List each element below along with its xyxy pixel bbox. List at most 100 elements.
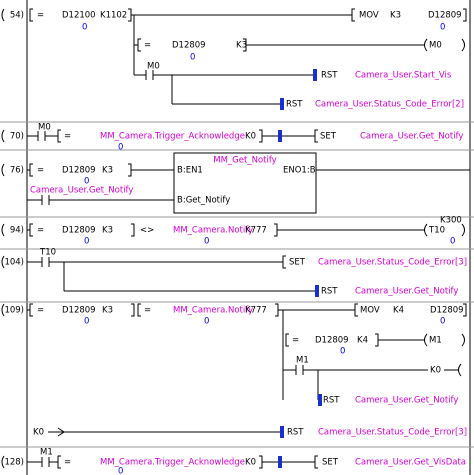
label: =: [37, 306, 44, 316]
label: Camera_User.Status_Code_Error[3]: [318, 258, 467, 268]
coil: [461, 333, 465, 347]
label: Camera_User.Get_VisData: [355, 458, 466, 468]
bracket: [274, 223, 278, 237]
label: Camera_User.Status_Code_Error[2]: [315, 100, 464, 110]
label: D12809: [62, 166, 96, 176]
label: Camera_User.Get_Notify: [30, 186, 133, 196]
label: 0: [118, 143, 123, 153]
label: =: [37, 166, 44, 176]
step-paren: [1, 255, 5, 269]
bracket: [463, 8, 467, 22]
label: 0: [84, 177, 89, 187]
bracket: [29, 223, 33, 237]
label: M1: [40, 448, 53, 458]
arrow: [57, 427, 65, 437]
label: D12100: [62, 11, 96, 21]
instruction-marker: [278, 130, 282, 142]
label: 0: [440, 317, 445, 327]
label: MOV: [359, 11, 379, 21]
label: K3: [390, 11, 401, 21]
instruction-marker: [313, 69, 317, 81]
label: D12809: [430, 306, 464, 316]
label: D12809: [62, 306, 96, 316]
instruction-marker: [280, 98, 284, 110]
label: M0: [38, 123, 51, 133]
label: K4: [393, 306, 404, 316]
coil: [461, 38, 465, 52]
bracket: [314, 455, 318, 469]
label: M1: [429, 336, 442, 346]
label: =: [64, 132, 71, 142]
label: 0: [84, 237, 89, 247]
label: 128): [4, 458, 24, 468]
bracket: [285, 333, 289, 347]
label: 0: [82, 23, 87, 33]
bracket: [29, 303, 33, 317]
bracket: [282, 255, 286, 269]
label: MOV: [360, 306, 380, 316]
label: =: [37, 11, 44, 21]
label: 0: [204, 237, 209, 247]
coil: [424, 38, 428, 52]
bracket: [351, 8, 355, 22]
label: Camera_User.Get_Notify: [355, 396, 458, 406]
label: 54): [10, 11, 24, 21]
label: K0: [245, 132, 256, 142]
coil: [458, 363, 462, 377]
label: K0: [245, 458, 256, 468]
label: MM_Camera.Notify: [173, 226, 253, 236]
label: D12809: [428, 11, 462, 21]
bracket: [29, 163, 33, 177]
instruction-marker: [315, 285, 319, 297]
label: =: [144, 41, 151, 51]
label: 76): [10, 166, 24, 176]
bracket: [259, 455, 263, 469]
label: RST: [286, 100, 303, 110]
bracket: [314, 129, 318, 143]
label: MM_Camera.Trigger_Acknowledge: [100, 458, 245, 468]
label: K3: [102, 166, 113, 176]
label: K3: [102, 306, 113, 316]
instruction-marker: [280, 426, 284, 438]
bracket: [354, 303, 358, 317]
step-paren: [1, 129, 5, 143]
label: D12809: [315, 336, 349, 346]
label: K1102: [100, 11, 127, 21]
label: K0: [430, 366, 441, 376]
label: SET: [289, 258, 306, 268]
bracket: [275, 303, 279, 317]
label: 0: [118, 467, 123, 475]
bracket: [137, 38, 141, 52]
step-paren: [1, 455, 5, 469]
label: SET: [320, 132, 337, 142]
label: 0: [440, 23, 445, 33]
step-paren: [1, 8, 5, 22]
label: Camera_User.Status_Code_Error[3]: [318, 428, 467, 438]
label: Camera_User.Get_Notify: [355, 287, 458, 297]
bracket: [57, 455, 61, 469]
label: 70): [10, 132, 24, 142]
coil: [424, 223, 428, 237]
label: 94): [10, 226, 24, 236]
bracket: [29, 8, 33, 22]
instruction-marker: [318, 394, 322, 406]
label: RST: [323, 396, 340, 406]
bracket: [375, 333, 379, 347]
label: Camera_User.Get_Notify: [360, 132, 463, 142]
label: K4: [357, 336, 368, 346]
label: D12809: [62, 226, 96, 236]
bracket: [259, 129, 263, 143]
label: RST: [287, 428, 304, 438]
bracket: [57, 129, 61, 143]
label: K3: [102, 226, 113, 236]
label: M0: [429, 41, 442, 51]
label: ENO1:B: [283, 166, 316, 176]
label: K0: [33, 428, 44, 438]
label: <>: [140, 226, 154, 236]
label: RST: [321, 71, 338, 81]
instruction-marker: [278, 456, 282, 468]
label: SET: [322, 458, 339, 468]
label: =: [37, 226, 44, 236]
label: M0: [147, 62, 160, 72]
